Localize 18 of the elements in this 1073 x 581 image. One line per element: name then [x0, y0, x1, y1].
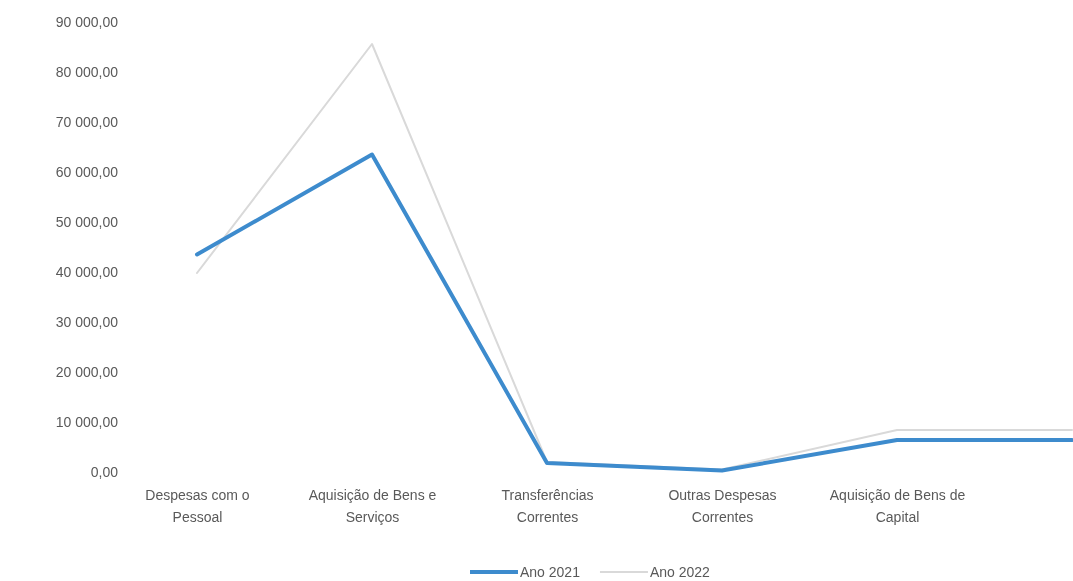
- y-tick-label: 70 000,00: [55, 113, 119, 130]
- y-tick-label: 60 000,00: [55, 163, 119, 180]
- x-tick-label: Outras Despesas Correntes: [668, 487, 777, 525]
- y-tick-label: 30 000,00: [55, 313, 119, 330]
- y-tick-label: 20 000,00: [55, 363, 119, 380]
- x-tick-label: Aquisição de Bens e Serviços: [308, 487, 437, 525]
- x-tick-label: Despesas com o Pessoal: [145, 487, 250, 525]
- y-tick-label: 90 000,00: [55, 13, 119, 30]
- line-series: [195, 152, 1073, 473]
- y-tick-label: 80 000,00: [55, 63, 119, 80]
- x-tick-label: Aquisição de Bens de Capital: [829, 487, 966, 525]
- y-tick-label: 50 000,00: [55, 213, 119, 230]
- x-tick-label: Transferências Correntes: [501, 487, 594, 525]
- y-tick-label: 40 000,00: [55, 263, 119, 280]
- y-tick-label: 10 000,00: [55, 413, 119, 430]
- legend-label: Ano 2022: [649, 564, 711, 580]
- y-tick-label: 0,00: [90, 463, 119, 480]
- legend-label: Ano 2021: [520, 564, 581, 580]
